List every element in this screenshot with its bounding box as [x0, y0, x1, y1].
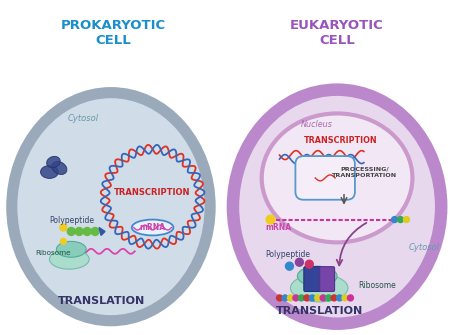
- Circle shape: [304, 295, 310, 301]
- Ellipse shape: [47, 156, 60, 168]
- Ellipse shape: [56, 242, 86, 257]
- Circle shape: [392, 217, 397, 222]
- Circle shape: [60, 224, 67, 231]
- Ellipse shape: [297, 266, 337, 286]
- Circle shape: [320, 295, 326, 301]
- Circle shape: [282, 295, 288, 301]
- Circle shape: [337, 295, 342, 301]
- Text: Polypeptide: Polypeptide: [49, 216, 94, 225]
- Circle shape: [331, 295, 337, 301]
- Text: Nucleus: Nucleus: [300, 120, 332, 129]
- Circle shape: [60, 239, 66, 244]
- Text: mRNA: mRNA: [266, 223, 292, 232]
- Circle shape: [298, 295, 304, 301]
- Circle shape: [397, 217, 404, 222]
- Ellipse shape: [50, 249, 89, 269]
- Circle shape: [326, 295, 332, 301]
- Ellipse shape: [132, 219, 173, 236]
- Text: Cytosol: Cytosol: [409, 243, 440, 252]
- Text: EUKARYOTIC
CELL: EUKARYOTIC CELL: [290, 19, 384, 47]
- Circle shape: [83, 227, 91, 236]
- Circle shape: [404, 217, 410, 222]
- Text: PROCESSING/
TRANSPORTATION: PROCESSING/ TRANSPORTATION: [332, 166, 397, 178]
- Circle shape: [288, 295, 293, 301]
- Circle shape: [68, 227, 75, 236]
- Text: TRANSLATION: TRANSLATION: [58, 296, 144, 306]
- Ellipse shape: [12, 92, 210, 321]
- Polygon shape: [99, 227, 105, 236]
- Circle shape: [266, 215, 275, 224]
- Text: Polypeptide: Polypeptide: [265, 250, 310, 259]
- Circle shape: [295, 258, 303, 266]
- Text: Ribosome: Ribosome: [358, 280, 396, 289]
- Text: TRANSCRIPTION: TRANSCRIPTION: [304, 136, 378, 145]
- FancyBboxPatch shape: [295, 156, 355, 200]
- FancyBboxPatch shape: [320, 267, 335, 291]
- Circle shape: [309, 295, 315, 301]
- Ellipse shape: [290, 274, 348, 302]
- Circle shape: [91, 227, 99, 236]
- Ellipse shape: [52, 161, 67, 175]
- FancyBboxPatch shape: [304, 267, 321, 291]
- Circle shape: [342, 295, 348, 301]
- Text: Cytosol: Cytosol: [68, 114, 99, 123]
- Ellipse shape: [40, 165, 58, 179]
- Circle shape: [285, 262, 293, 270]
- Ellipse shape: [233, 90, 441, 324]
- Circle shape: [75, 227, 83, 236]
- Text: PROKARYOTIC
CELL: PROKARYOTIC CELL: [60, 19, 166, 47]
- Circle shape: [315, 295, 321, 301]
- Ellipse shape: [262, 114, 413, 243]
- Circle shape: [347, 295, 353, 301]
- Text: TRANSLATION: TRANSLATION: [275, 306, 363, 316]
- Circle shape: [277, 295, 283, 301]
- Circle shape: [293, 295, 299, 301]
- Circle shape: [306, 260, 313, 268]
- Text: TRANSCRIPTION: TRANSCRIPTION: [114, 188, 191, 197]
- Text: Ribosome: Ribosome: [36, 250, 71, 256]
- Text: mRNA: mRNA: [140, 223, 166, 232]
